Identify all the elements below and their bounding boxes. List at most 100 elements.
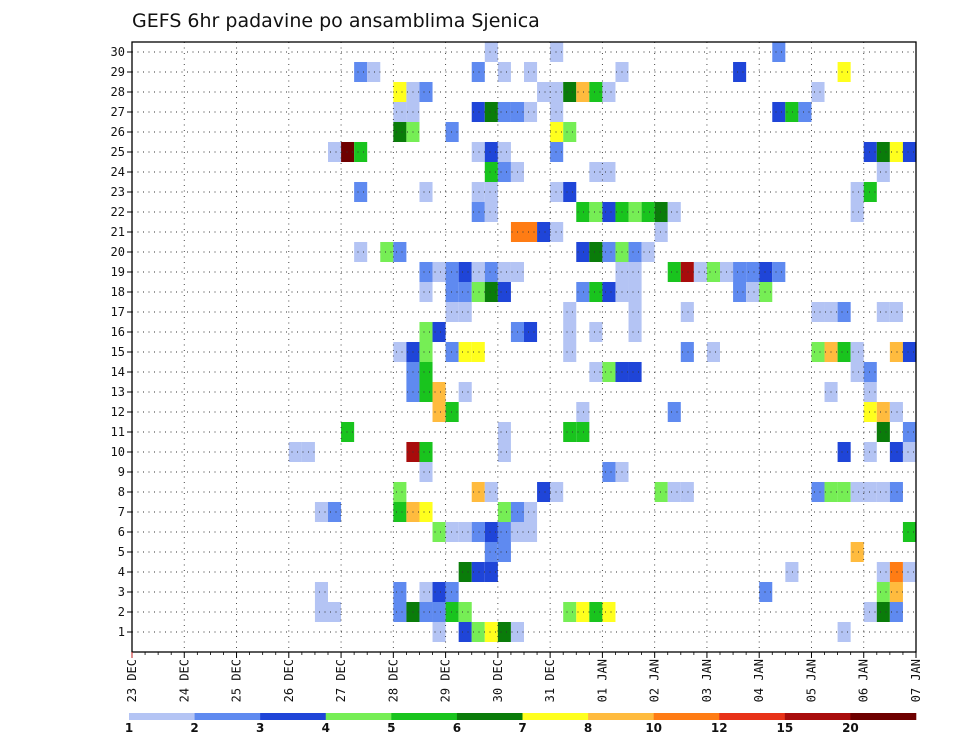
precip-cell [524,502,538,522]
precip-cell [733,282,747,302]
precip-cell [602,462,616,482]
y-tick-label: 16 [111,325,125,339]
precip-cell [876,562,890,582]
y-tick-label: 21 [111,225,125,239]
precip-cell [811,342,825,362]
precip-cell [445,342,459,362]
precip-cell [419,582,433,602]
precip-cell [419,82,433,102]
y-tick-label: 4 [118,565,125,579]
precip-cell [471,482,485,502]
precip-cell [550,222,564,242]
y-tick-label: 9 [118,465,125,479]
precip-cell [680,302,694,322]
legend-swatch [194,713,261,720]
precip-cell [576,602,590,622]
precip-cell [497,622,511,642]
precip-cell [589,202,603,222]
precip-cell [680,342,694,362]
precip-cell [471,142,485,162]
x-tick-label: 07 JAN [909,659,923,702]
precip-cell [628,302,642,322]
precip-cell [889,142,903,162]
x-tick-label: 29 DEC [439,659,453,702]
x-tick-label: 02 JAN [648,659,662,702]
legend-label: 20 [842,721,859,735]
precip-cell [458,562,472,582]
precip-cell [654,222,668,242]
precip-cell [367,62,381,82]
precip-cell [497,162,511,182]
precip-cell [328,142,342,162]
precip-cell [497,442,511,462]
precip-cell [680,482,694,502]
legend-label: 5 [387,721,395,735]
legend-swatch [719,713,786,720]
precip-cell [863,182,877,202]
y-tick-label: 8 [118,485,125,499]
precip-cell [458,522,472,542]
precip-cell [419,602,433,622]
x-tick-label: 25 DEC [230,659,244,702]
precip-cell [550,122,564,142]
precip-cell [576,282,590,302]
precip-cell [602,282,616,302]
x-tick-label: 03 JAN [700,659,714,702]
y-tick-label: 2 [118,605,125,619]
precip-cell [484,262,498,282]
precip-cell [432,382,446,402]
precip-cell [837,342,851,362]
precip-cell [471,622,485,642]
precip-cell [654,202,668,222]
precip-cell [393,502,407,522]
precip-cell [902,342,916,362]
precip-cell [628,322,642,342]
precip-cell [445,522,459,542]
precip-cell [576,242,590,262]
y-tick-label: 25 [111,145,125,159]
precip-cell [876,422,890,442]
precip-cell [772,42,786,62]
legend-swatch [522,713,589,720]
precip-cell [589,242,603,262]
precip-cell [419,262,433,282]
precip-cell [484,162,498,182]
precip-cell [419,462,433,482]
precip-cell [889,602,903,622]
precip-cell [497,142,511,162]
y-axis: 1234567891011121314151617181920212223242… [111,45,132,639]
precip-cell [484,202,498,222]
y-tick-label: 22 [111,205,125,219]
x-axis: 23 DEC 24 DEC 25 DEC 26 DEC 27 DEC 28 DEC 29 D… [125,652,923,702]
precip-cell [602,162,616,182]
precip-cell [419,362,433,382]
precip-cell [889,582,903,602]
y-tick-label: 13 [111,385,125,399]
legend-label: 6 [453,721,461,735]
legend-label: 4 [322,721,330,735]
precip-cell [471,102,485,122]
legend-swatch [129,713,195,720]
y-tick-label: 17 [111,305,125,319]
precip-cell [863,482,877,502]
precip-cell [537,222,551,242]
precip-cell [772,102,786,122]
precip-cell [524,522,538,542]
x-tick-label: 31 DEC [543,659,557,702]
legend-label: 10 [645,721,662,735]
precip-cell [432,322,446,342]
precip-cell [785,562,799,582]
precip-cell [589,82,603,102]
y-tick-label: 6 [118,525,125,539]
x-tick-label: 28 DEC [386,659,400,702]
precip-cell [563,342,577,362]
y-tick-label: 20 [111,245,125,259]
precip-cell [484,182,498,202]
precip-cell [576,422,590,442]
y-tick-label: 27 [111,105,125,119]
precip-cell [393,102,407,122]
legend-label: 7 [518,721,526,735]
precip-cell [628,242,642,262]
precip-cell [445,602,459,622]
precip-cell [497,102,511,122]
